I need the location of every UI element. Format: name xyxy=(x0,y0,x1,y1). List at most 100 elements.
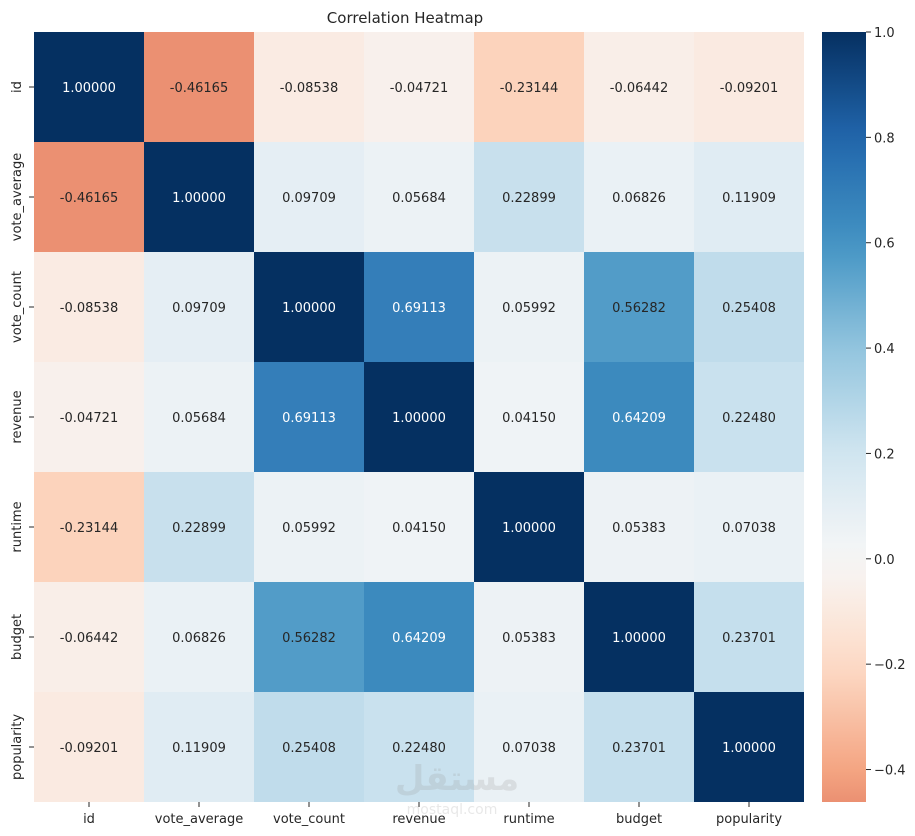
cell-value-label: 0.64209 xyxy=(612,411,666,426)
y-tick-label: popularity xyxy=(10,714,25,780)
cell-value-label: 0.56282 xyxy=(612,301,666,316)
cell-value-label: -0.06442 xyxy=(610,81,668,96)
heatmap-cell xyxy=(474,582,584,692)
cell-value-label: 0.22480 xyxy=(392,741,446,756)
cell-value-label: -0.09201 xyxy=(60,741,118,756)
cell-value-label: 0.05684 xyxy=(172,411,226,426)
cell-value-label: 0.07038 xyxy=(722,521,776,536)
watermark-arabic: مستقل xyxy=(395,759,519,799)
heatmap-cell xyxy=(584,472,694,582)
cell-value-label: 0.05383 xyxy=(502,631,556,646)
cell-value-label: 0.11909 xyxy=(722,191,776,206)
cell-value-label: -0.06442 xyxy=(60,631,118,646)
heatmap-cell xyxy=(584,252,694,362)
heatmap-cell xyxy=(254,582,364,692)
cell-value-label: -0.09201 xyxy=(720,81,778,96)
cell-value-label: 1.00000 xyxy=(612,631,666,646)
heatmap-cell xyxy=(34,32,144,142)
y-tick-label: revenue xyxy=(10,390,25,443)
heatmap-cell xyxy=(254,692,364,802)
heatmap-cell xyxy=(694,32,804,142)
heatmap-cell xyxy=(474,252,584,362)
heatmap-cell xyxy=(364,32,474,142)
cell-value-label: 0.05684 xyxy=(392,191,446,206)
heatmap-cell xyxy=(34,692,144,802)
heatmap-cell xyxy=(584,582,694,692)
heatmap-cell xyxy=(34,582,144,692)
cell-value-label: 0.22899 xyxy=(172,521,226,536)
cell-value-label: 1.00000 xyxy=(282,301,336,316)
heatmap-cell xyxy=(254,362,364,472)
cell-value-label: -0.23144 xyxy=(60,521,118,536)
x-tick-label: vote_average xyxy=(155,812,243,827)
cell-value-label: 0.06826 xyxy=(612,191,666,206)
heatmap-cell xyxy=(144,32,254,142)
cell-value-label: 0.23701 xyxy=(722,631,776,646)
x-tick-label: popularity xyxy=(716,812,782,827)
cell-value-label: 0.04150 xyxy=(392,521,446,536)
cell-value-label: 1.00000 xyxy=(172,191,226,206)
heatmap-cell xyxy=(364,142,474,252)
colorbar-tick-label: 0.0 xyxy=(874,553,895,568)
cell-value-label: 0.09709 xyxy=(172,301,226,316)
y-tick-label: runtime xyxy=(10,501,25,552)
heatmap-cell xyxy=(144,142,254,252)
cell-value-label: 0.05383 xyxy=(612,521,666,536)
watermark-latin: mostaql.com xyxy=(407,802,498,818)
cell-value-label: 0.04150 xyxy=(502,411,556,426)
colorbar-tick-label: 0.4 xyxy=(874,342,895,357)
colorbar: −0.4 −0.2 0.0 0.2 0.4 0.6 0.8 1.0 xyxy=(822,26,906,802)
cell-value-label: -0.46165 xyxy=(170,81,228,96)
heatmap-cell xyxy=(694,142,804,252)
cell-value-label: 0.56282 xyxy=(282,631,336,646)
colorbar-tick-label: 0.2 xyxy=(874,447,895,462)
heatmap-cell xyxy=(254,472,364,582)
heatmap-cell xyxy=(254,142,364,252)
y-tick-label: vote_count xyxy=(10,271,25,343)
cell-value-label: 0.25408 xyxy=(282,741,336,756)
heatmap-cell xyxy=(144,692,254,802)
heatmap-cell xyxy=(584,692,694,802)
cell-value-label: 0.64209 xyxy=(392,631,446,646)
heatmap-cell xyxy=(474,472,584,582)
colorbar-tick-label: 0.6 xyxy=(874,237,895,252)
colorbar-tick-label: −0.4 xyxy=(874,764,906,779)
colorbar-gradient xyxy=(822,32,866,802)
cell-value-label: 0.11909 xyxy=(172,741,226,756)
heatmap-cell xyxy=(474,32,584,142)
heatmap-cell xyxy=(364,362,474,472)
y-tick-label: vote_average xyxy=(10,153,25,241)
watermark-logo: مستقل mostaql.com xyxy=(395,759,519,818)
heatmap-cell xyxy=(34,252,144,362)
y-tick-label: budget xyxy=(10,614,25,660)
heatmap-cell xyxy=(144,362,254,472)
colorbar-tick-label: 1.0 xyxy=(874,26,895,41)
cell-value-label: 0.09709 xyxy=(282,191,336,206)
heatmap-cell xyxy=(364,692,474,802)
heatmap-cell xyxy=(584,362,694,472)
cell-value-label: 0.69113 xyxy=(282,411,336,426)
heatmap-cell xyxy=(364,582,474,692)
heatmap-cell xyxy=(474,362,584,472)
heatmap-cell xyxy=(694,362,804,472)
cell-value-label: -0.08538 xyxy=(280,81,338,96)
colorbar-tick-label: −0.2 xyxy=(874,658,906,673)
heatmap-cell xyxy=(694,252,804,362)
heatmap-cell xyxy=(584,32,694,142)
heatmap-cell xyxy=(584,142,694,252)
heatmap-cell xyxy=(474,692,584,802)
heatmap-cell xyxy=(144,252,254,362)
heatmap-cell xyxy=(364,252,474,362)
heatmap-cell xyxy=(34,472,144,582)
cell-value-label: 0.23701 xyxy=(612,741,666,756)
heatmap-cell xyxy=(364,472,474,582)
cell-value-label: 1.00000 xyxy=(502,521,556,536)
cell-value-label: -0.04721 xyxy=(390,81,448,96)
cell-value-label: -0.08538 xyxy=(60,301,118,316)
cell-value-label: 0.22899 xyxy=(502,191,556,206)
cell-value-label: 0.07038 xyxy=(502,741,556,756)
cell-value-label: -0.23144 xyxy=(500,81,558,96)
x-tick-label: vote_count xyxy=(273,812,345,827)
